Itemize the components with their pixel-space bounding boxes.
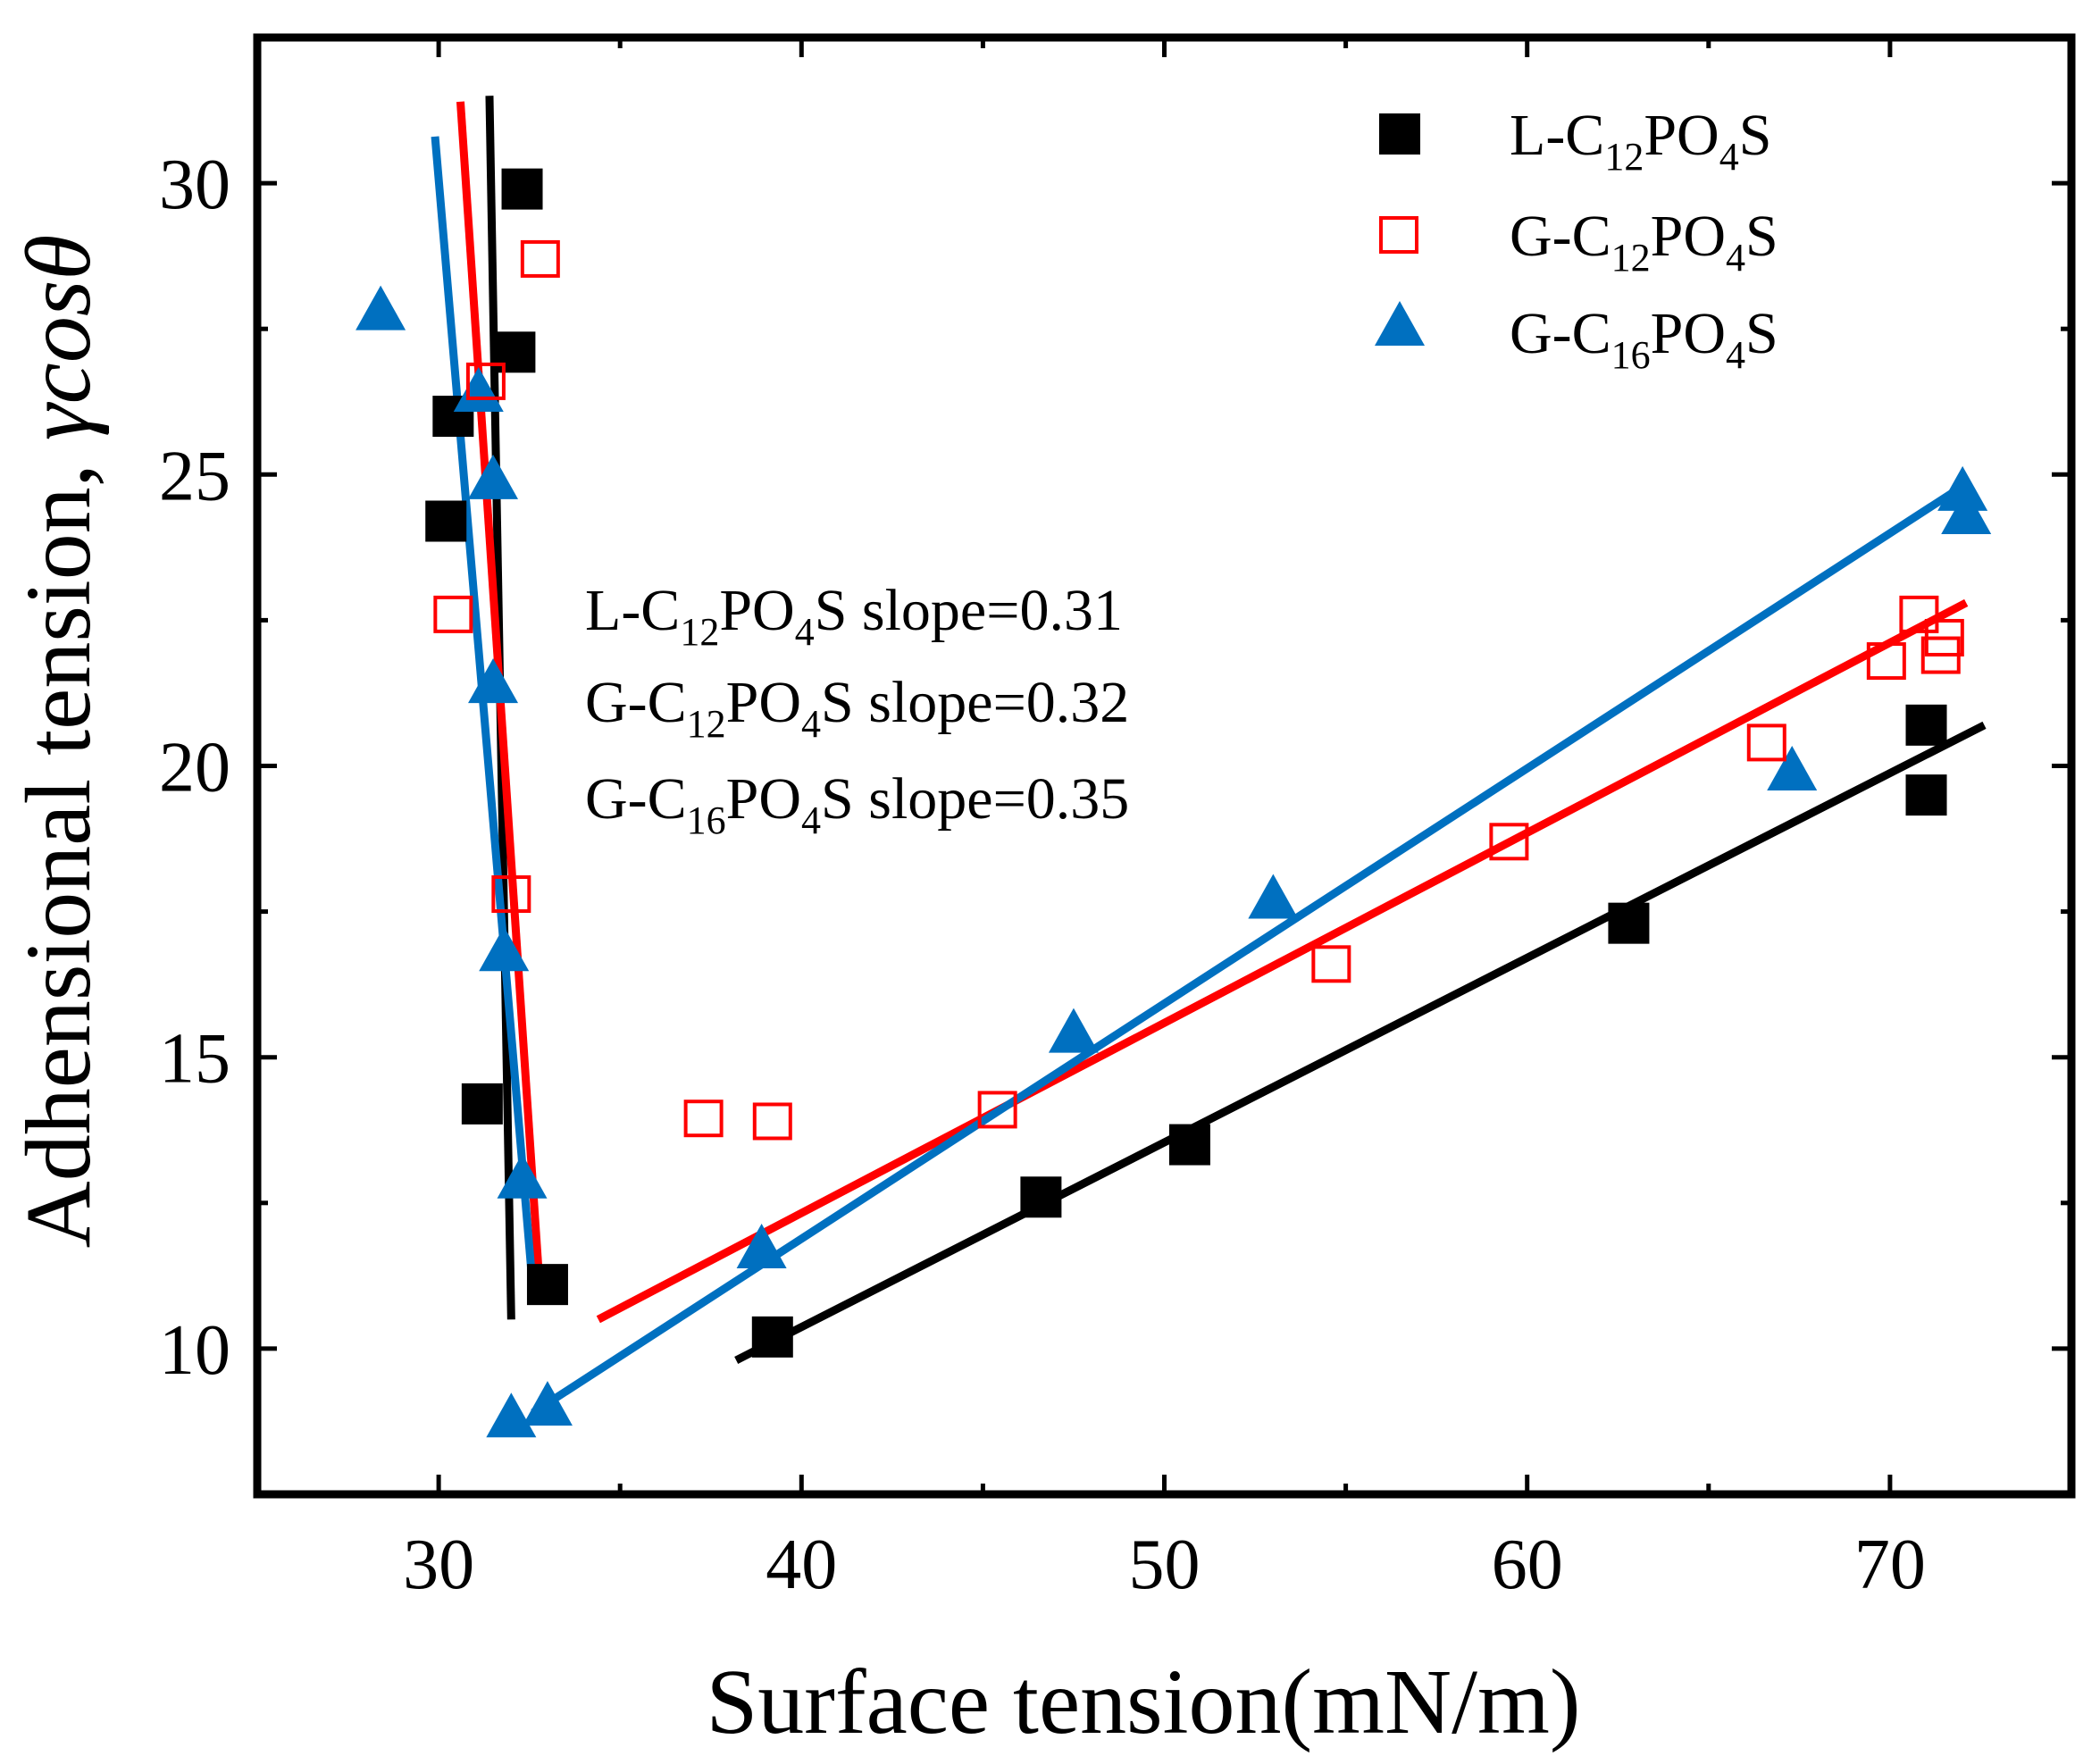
data-point-s1-4: [683, 1100, 724, 1138]
x-axis-title: Surface tension(mN/m): [706, 1651, 1580, 1753]
data-point-s2-10: [1248, 874, 1299, 919]
data-point-s2-13: [1941, 489, 1992, 534]
data-point-s1-9: [1746, 723, 1786, 762]
data-point-s0-11: [1905, 774, 1947, 816]
data-point-s2-0: [356, 285, 406, 330]
data-point-s2-6: [497, 1153, 548, 1199]
data-point-s2-7: [522, 1381, 573, 1426]
data-point-s0-7: [1020, 1176, 1062, 1218]
data-point-s0-3: [494, 331, 536, 373]
data-markers: [356, 168, 1992, 1438]
y-tick-label-25: 25: [159, 437, 230, 515]
data-point-s0-5: [526, 1264, 568, 1306]
annotation-g-c12po4s-slope: G-C12PO4S slope=0.32: [585, 670, 1129, 746]
data-point-s2-8: [736, 1223, 787, 1268]
legend-label-l-c12po4s: L-C12PO4S: [1510, 103, 1771, 179]
data-point-s0-2: [461, 1083, 503, 1125]
y-tick-label-15: 15: [159, 1020, 230, 1099]
legend-marker-g-c12po4s: [1379, 216, 1418, 254]
data-point-s0-4: [501, 168, 543, 210]
data-point-s0-8: [1168, 1124, 1210, 1166]
x-tick-label-70: 70: [1854, 1526, 1926, 1604]
data-point-s2-5: [486, 1392, 537, 1438]
data-point-s2-4: [479, 926, 530, 972]
data-point-s0-10: [1905, 704, 1947, 746]
data-point-s1-5: [752, 1102, 792, 1141]
legend-label-g-c16po4s: G-C16PO4S: [1510, 301, 1778, 377]
x-tick-label-50: 50: [1129, 1526, 1201, 1604]
legend: L-C12PO4S G-C12PO4S G-C16PO4S: [1375, 103, 1778, 377]
data-point-s2-2: [468, 454, 519, 499]
annotation-g-c16po4s-slope: G-C16PO4S slope=0.35: [585, 766, 1129, 842]
y-tick-label-20: 20: [159, 729, 230, 807]
data-point-s1-10: [1866, 642, 1906, 681]
y-axis-title-symbol: γcosθ: [7, 235, 110, 441]
y-axis-title-text: Adhensional tension,: [7, 440, 110, 1248]
fit-line-0-1: [734, 721, 1987, 1364]
data-point-s2-11: [1767, 746, 1818, 791]
data-point-s2-3: [468, 658, 519, 704]
data-point-s0-9: [1608, 902, 1650, 944]
data-point-s1-2: [491, 875, 531, 914]
fit-line-1-1: [596, 598, 1969, 1324]
legend-marker-g-c16po4s: [1375, 301, 1425, 346]
slope-annotations: L-C12PO4S slope=0.31 G-C12PO4S slope=0.3…: [585, 578, 1129, 842]
data-point-s2-9: [1048, 1008, 1099, 1053]
y-tick-label-10: 10: [159, 1311, 230, 1390]
axis-ticks: [255, 35, 2074, 1497]
y-axis-title: Adhensional tension, γcosθ: [7, 235, 110, 1249]
data-point-s2-1: [453, 366, 504, 412]
annotation-l-c12po4s-slope: L-C12PO4S slope=0.31: [585, 578, 1123, 654]
data-point-s1-11: [1899, 595, 1939, 633]
data-point-s2-12: [1937, 465, 1988, 511]
data-point-s1-0: [433, 595, 473, 633]
fit-line-2-0: [431, 136, 538, 1292]
data-point-s1-1: [465, 362, 506, 400]
legend-label-g-c12po4s: G-C12PO4S: [1510, 204, 1778, 280]
y-tick-label-30: 30: [159, 146, 230, 224]
x-tick-label-40: 40: [766, 1526, 837, 1604]
data-point-s1-13: [1924, 618, 1964, 656]
data-point-s1-7: [1311, 945, 1351, 983]
legend-marker-l-c12po4s: [1379, 113, 1420, 155]
data-point-s1-8: [1489, 823, 1529, 861]
x-tick-label-60: 60: [1492, 1526, 1563, 1604]
data-point-s1-3: [520, 239, 560, 278]
data-point-s0-6: [751, 1316, 793, 1358]
x-tick-label-30: 30: [403, 1526, 474, 1604]
fit-lines: [431, 96, 1987, 1417]
data-point-s0-0: [425, 500, 467, 542]
data-point-s1-6: [977, 1091, 1017, 1129]
